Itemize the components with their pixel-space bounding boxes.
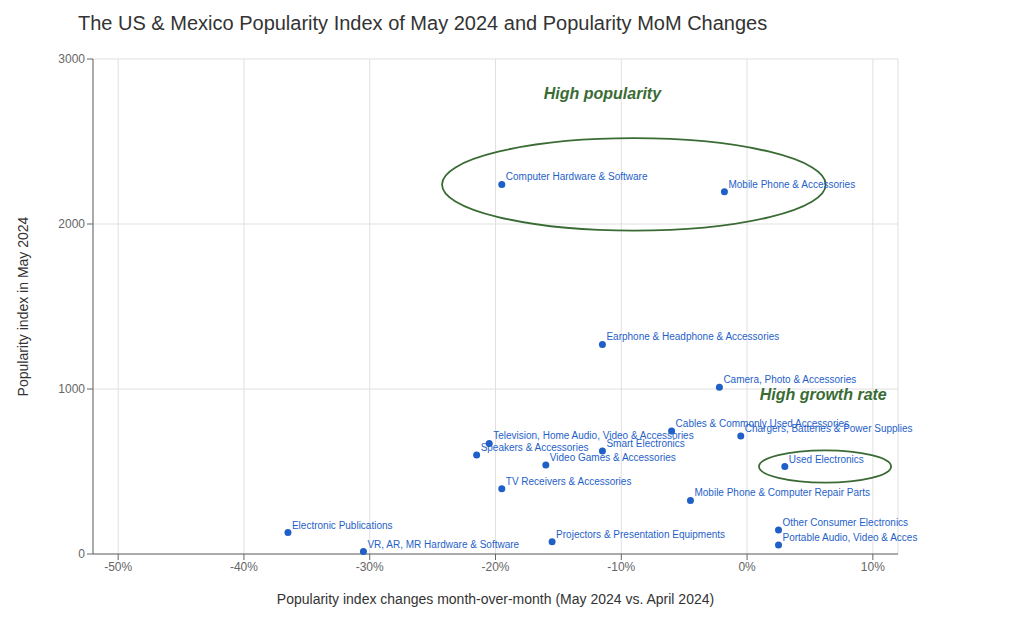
svg-text:Popularity index changes month: Popularity index changes month-over-mont… bbox=[277, 591, 714, 607]
svg-text:Mobile Phone & Accessories: Mobile Phone & Accessories bbox=[728, 179, 855, 190]
svg-text:Other Consumer Electronics: Other Consumer Electronics bbox=[783, 517, 909, 528]
svg-text:High popularity: High popularity bbox=[544, 85, 662, 102]
svg-text:-20%: -20% bbox=[481, 560, 509, 574]
svg-text:0%: 0% bbox=[738, 560, 756, 574]
svg-text:Portable Audio, Video & Acces: Portable Audio, Video & Acces bbox=[783, 532, 918, 543]
svg-text:Electronic Publications: Electronic Publications bbox=[292, 520, 393, 531]
svg-text:-50%: -50% bbox=[104, 560, 132, 574]
svg-text:1000: 1000 bbox=[58, 382, 85, 396]
svg-text:Chargers, Batteries & Power Su: Chargers, Batteries & Power Supplies bbox=[745, 423, 913, 434]
svg-text:Smart Electronics: Smart Electronics bbox=[606, 438, 684, 449]
svg-text:Television, Home Audio, Video: Television, Home Audio, Video & Accessor… bbox=[493, 430, 694, 442]
svg-text:TV Receivers & Accessories: TV Receivers & Accessories bbox=[506, 476, 632, 487]
svg-text:-40%: -40% bbox=[230, 560, 258, 574]
svg-text:Used Electronics: Used Electronics bbox=[789, 454, 864, 465]
svg-text:0: 0 bbox=[78, 547, 85, 561]
svg-text:2000: 2000 bbox=[58, 217, 85, 231]
html-text:The US & Mexico Popularity Ind: The US & Mexico Popularity Index of May … bbox=[78, 12, 768, 34]
svg-text:Earphone & Headphone & Accesso: Earphone & Headphone & Accessories bbox=[606, 331, 779, 342]
svg-text:VR, AR, MR Hardware & Software: VR, AR, MR Hardware & Software bbox=[367, 539, 519, 550]
svg-text:Video Games & Accessories: Video Games & Accessories bbox=[550, 452, 676, 463]
svg-text:High growth rate: High growth rate bbox=[760, 386, 887, 403]
svg-text:-30%: -30% bbox=[356, 560, 384, 574]
svg-text:Mobile Phone & Computer Repair: Mobile Phone & Computer Repair Parts bbox=[694, 487, 870, 498]
svg-text:10%: 10% bbox=[861, 560, 885, 574]
svg-text:-10%: -10% bbox=[607, 560, 635, 574]
svg-text:Computer Hardware & Software: Computer Hardware & Software bbox=[506, 171, 648, 182]
svg-text:Projectors & Presentation Equi: Projectors & Presentation Equipments bbox=[556, 529, 725, 540]
svg-text:Speakers & Accessories: Speakers & Accessories bbox=[480, 442, 589, 453]
svg-text:3000: 3000 bbox=[58, 52, 85, 66]
svg-text:Camera, Photo & Accessories: Camera, Photo & Accessories bbox=[723, 374, 856, 385]
svg-text:Popularity index in May 2024: Popularity index in May 2024 bbox=[15, 216, 31, 396]
